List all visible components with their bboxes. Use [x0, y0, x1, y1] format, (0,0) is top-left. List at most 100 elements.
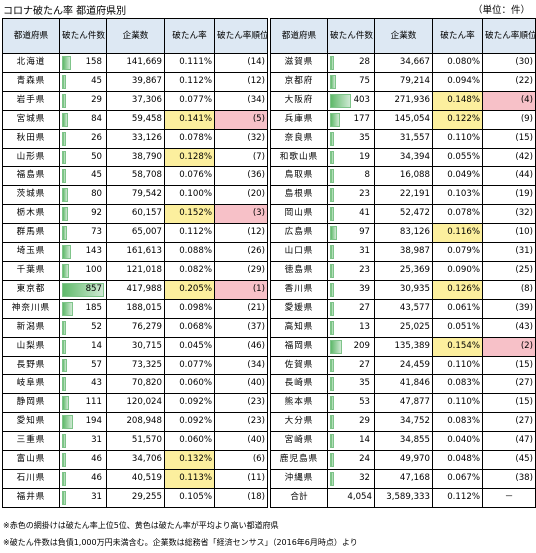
companies-value: 208,948: [106, 412, 165, 433]
header-rate: 破たん率: [432, 18, 483, 54]
pref-name: 兵庫県: [270, 109, 328, 130]
companies-value: 76,279: [106, 317, 165, 338]
pref-name: 愛媛県: [270, 298, 328, 319]
table-row: 広島県 97 83,126 0.116% (10): [270, 223, 536, 244]
table-row: 滋賀県 28 34,667 0.080% (30): [270, 53, 536, 73]
rank-value: (30): [482, 53, 536, 73]
count-value: 209: [353, 340, 370, 351]
companies-value: 271,936: [374, 90, 433, 111]
rank-value: (27): [482, 374, 536, 395]
pref-name: 長野県: [2, 355, 60, 376]
total-rate: 0.112%: [432, 487, 483, 508]
count-value: 45: [91, 75, 102, 86]
total-count: 4,054: [327, 487, 375, 508]
rate-value: 0.083%: [432, 374, 483, 395]
companies-value: 145,054: [374, 109, 433, 130]
rate-value: 0.045%: [164, 336, 215, 357]
count-cell: 57: [59, 355, 107, 376]
count-cell: 53: [327, 393, 375, 414]
companies-value: 59,458: [106, 109, 165, 130]
count-bar: [330, 93, 351, 108]
total-label: 合計: [270, 487, 328, 508]
count-value: 46: [91, 454, 102, 465]
count-value: 24: [359, 454, 370, 465]
count-cell: 35: [327, 374, 375, 395]
count-bar: [62, 112, 68, 127]
count-value: 403: [353, 94, 370, 105]
count-cell: 403: [327, 90, 375, 111]
count-value: 50: [91, 151, 102, 162]
pref-name: 三重県: [2, 431, 60, 452]
rate-value: 0.122%: [432, 109, 483, 130]
table-row: 鹿児島県 24 49,970 0.048% (45): [270, 450, 536, 470]
count-value: 53: [359, 397, 370, 408]
total-rank: －: [482, 487, 536, 508]
count-bar: [62, 207, 69, 222]
companies-value: 34,667: [374, 53, 433, 73]
pref-name: 高知県: [270, 317, 328, 338]
pref-name: 鹿児島県: [270, 450, 328, 470]
note-1: ※赤色の網掛けは破たん率上位5位、黄色は破たん率が平均より高い都道府県: [3, 521, 279, 530]
companies-value: 34,394: [374, 147, 433, 168]
count-bar: [62, 282, 104, 297]
table-row: 福岡県 209 135,389 0.154% (2): [270, 336, 536, 357]
count-bar: [330, 301, 334, 316]
count-cell: 111: [59, 393, 107, 414]
table-row: 愛媛県 27 43,577 0.061% (39): [270, 298, 536, 319]
companies-value: 47,877: [374, 393, 433, 414]
count-value: 177: [353, 113, 370, 124]
rank-value: (37): [214, 317, 268, 338]
count-bar: [62, 434, 66, 449]
rate-value: 0.090%: [432, 260, 483, 281]
rank-value: (27): [482, 412, 536, 433]
table-row: 福島県 45 58,708 0.076% (36): [2, 166, 268, 187]
count-value: 97: [359, 227, 370, 238]
count-cell: 24: [327, 450, 375, 470]
count-value: 26: [91, 132, 102, 143]
rank-value: (10): [482, 223, 536, 244]
count-cell: 45: [59, 166, 107, 187]
companies-value: 141,669: [106, 53, 165, 73]
count-bar: [330, 226, 337, 241]
count-bar: [330, 188, 334, 203]
count-cell: 185: [59, 298, 107, 319]
table-row: 高知県 13 25,025 0.051% (43): [270, 317, 536, 338]
rank-value: (32): [482, 204, 536, 225]
count-cell: 41: [327, 204, 375, 225]
count-cell: 32: [327, 468, 375, 489]
rate-value: 0.110%: [432, 355, 483, 376]
rate-value: 0.040%: [432, 431, 483, 452]
count-cell: 158: [59, 53, 107, 73]
table-header-row: 都道府県 破たん件数 企業数 破たん率 破たん率順位: [270, 18, 536, 54]
rank-value: (1): [214, 279, 268, 300]
count-cell: 26: [59, 128, 107, 149]
companies-value: 121,018: [106, 260, 165, 281]
pref-name: 徳島県: [270, 260, 328, 281]
count-bar: [62, 245, 71, 259]
count-cell: 75: [327, 71, 375, 92]
companies-value: 135,389: [374, 336, 433, 357]
companies-value: 58,708: [106, 166, 165, 187]
table-row: 岩手県 29 37,306 0.077% (34): [2, 90, 268, 111]
count-bar: [62, 339, 66, 354]
table-row: 島根県 23 22,191 0.103% (19): [270, 185, 536, 206]
rank-value: (20): [214, 185, 268, 206]
pref-name: 山形県: [2, 147, 60, 168]
count-value: 194: [85, 416, 102, 427]
pref-name: 大阪府: [270, 90, 328, 111]
count-cell: 52: [59, 317, 107, 338]
rate-value: 0.060%: [164, 374, 215, 395]
rate-value: 0.076%: [164, 166, 215, 187]
count-cell: 27: [327, 355, 375, 376]
table-row: 佐賀県 27 24,459 0.110% (15): [270, 355, 536, 376]
pref-name: 宮崎県: [270, 431, 328, 452]
count-value: 46: [91, 472, 102, 483]
header-count: 破たん件数: [59, 18, 107, 54]
table-row: 兵庫県 177 145,054 0.122% (9): [270, 109, 536, 130]
count-value: 100: [85, 264, 102, 275]
rank-value: (3): [214, 204, 268, 225]
count-bar: [62, 150, 67, 165]
count-bar: [62, 320, 67, 335]
count-cell: 39: [327, 279, 375, 300]
table-row: 茨城県 80 79,542 0.100% (20): [2, 185, 268, 206]
